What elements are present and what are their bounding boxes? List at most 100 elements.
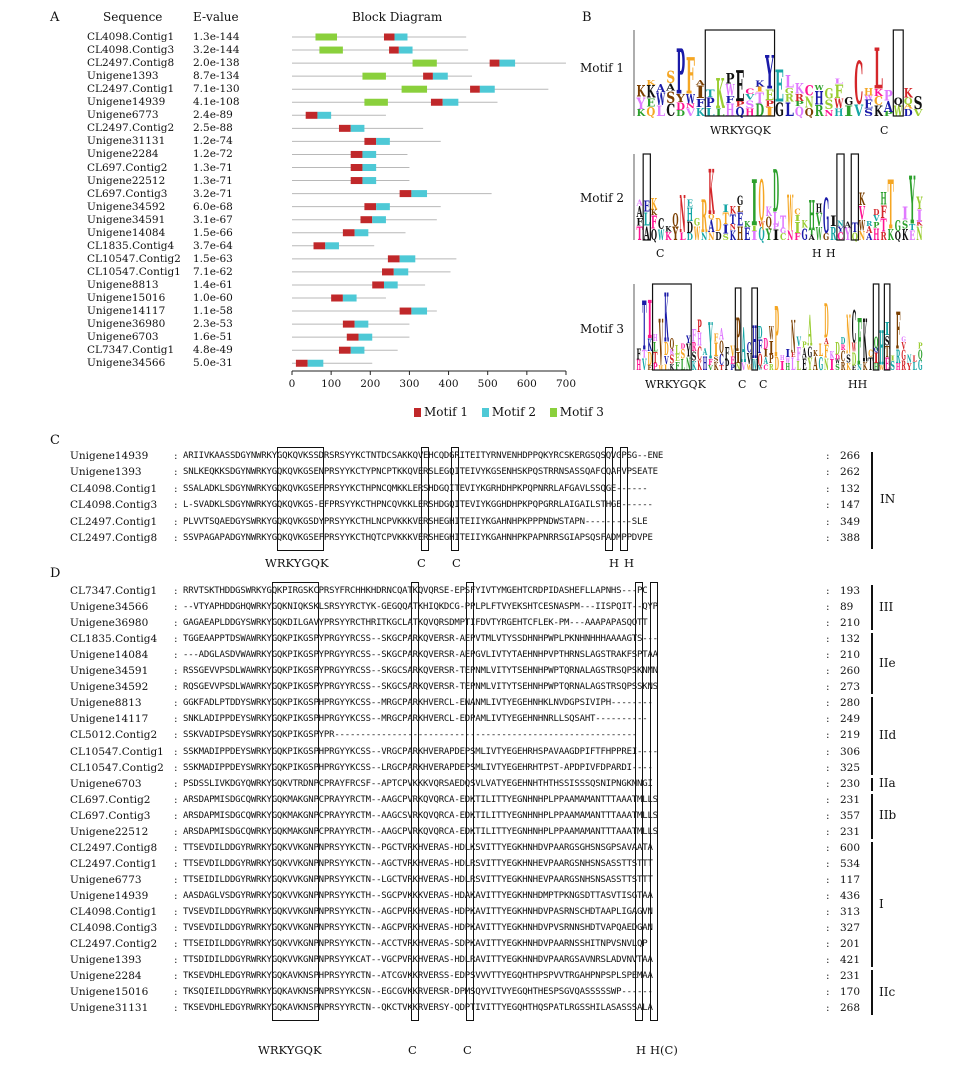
separator: : xyxy=(174,986,178,999)
logo-letter: S xyxy=(885,334,890,350)
logo-letter: W xyxy=(816,224,823,244)
logo-letter: F xyxy=(725,343,730,363)
motif-block xyxy=(350,124,365,132)
separator: : xyxy=(826,922,830,935)
evalue: 4.1e-108 xyxy=(193,96,240,109)
residue-count: 534 xyxy=(840,857,861,870)
separator: : xyxy=(174,745,178,758)
evalue: 7.1e-130 xyxy=(193,83,240,96)
alignment-sequence: ARSDAPMISDGCQWRKYGQKMAKGNPCPRAYYRCTM--AA… xyxy=(183,794,658,805)
logo-letter: F xyxy=(824,343,829,363)
logo-letter: N xyxy=(686,355,691,374)
logo-letter: E xyxy=(737,210,743,230)
logo-letter: N xyxy=(907,353,912,366)
logo-letter: D xyxy=(835,339,840,359)
evalue: 1.5e-63 xyxy=(193,252,233,265)
separator: : xyxy=(826,793,830,806)
evalue: 2.3e-53 xyxy=(193,318,233,331)
logo-letter: V xyxy=(642,355,647,374)
motif-block xyxy=(360,216,373,224)
alignment-sequence: GAGAEAPLDDGYSWRKYGQKDILGAVYPRSYYRCTHRITK… xyxy=(183,618,648,629)
logo-highlight-box xyxy=(892,29,904,117)
logo-letter: R xyxy=(841,343,846,352)
logo-letter: N xyxy=(824,355,829,374)
logo-letter: S xyxy=(681,348,686,363)
logo-letter: L xyxy=(874,38,883,103)
logo-letter: W xyxy=(859,219,866,235)
logo-letter: I xyxy=(751,229,757,243)
motif-block xyxy=(350,164,363,171)
logo-letter: L xyxy=(653,340,658,355)
logo-letter: V xyxy=(744,93,755,102)
separator: : xyxy=(174,922,178,935)
logo-letter: S xyxy=(723,232,729,242)
evalue: 1.6e-51 xyxy=(193,331,233,344)
legend-label: Motif 1 xyxy=(424,405,469,419)
logo-letter: A xyxy=(813,354,818,374)
logo-letter: K xyxy=(646,80,656,87)
logo-letter: K xyxy=(692,358,697,373)
separator: : xyxy=(826,841,830,854)
logo-letter: D xyxy=(648,349,653,370)
logo-letter: H xyxy=(697,330,702,351)
sequence-name: Unigene34592 xyxy=(87,200,166,213)
motif-block xyxy=(387,255,400,263)
x-tick-label: 200 xyxy=(360,378,380,390)
logo-letter: G xyxy=(825,87,834,103)
sequence-name: Unigene14084 xyxy=(87,226,166,239)
logo-letter: C xyxy=(874,94,883,108)
logo-letter: I xyxy=(844,104,853,120)
separator: : xyxy=(174,889,178,902)
motif-block xyxy=(364,98,388,106)
evalue: 1.3e-71 xyxy=(193,174,233,187)
logo-letter: N xyxy=(859,229,865,243)
logo-letter: H xyxy=(703,353,708,374)
logo-letter: C xyxy=(658,215,664,233)
logo-letter: W xyxy=(835,358,840,365)
logo-letter: K xyxy=(859,190,865,209)
motif-block xyxy=(430,98,443,106)
residue-count: 436 xyxy=(840,889,861,902)
sequence-name: Unigene1393 xyxy=(87,70,159,83)
logo-letter: Y xyxy=(708,312,713,371)
block-diagram: 0 100 200 300 400 500 600 700 xyxy=(289,33,576,390)
group-bracket xyxy=(871,793,873,839)
logo-letter: I xyxy=(714,339,719,361)
separator: : xyxy=(174,970,178,983)
sequence-name: CL2497.Contig2 xyxy=(87,122,175,135)
logo-letter: S xyxy=(692,348,697,363)
logo-letter: C xyxy=(763,363,768,372)
motif-3-annotation-c1: C xyxy=(738,378,747,391)
alignment-sequence: ARSDAPMISDGCQWRKYGQKMAKGNPCPRAYYRCTM--AA… xyxy=(183,810,658,821)
separator: : xyxy=(174,713,178,726)
logo-letter: I xyxy=(763,349,768,360)
logo-letter: F xyxy=(675,359,680,373)
logo-letter: K xyxy=(755,80,765,90)
alignment-sequence: TVSEVDILDDGYRWRKYGQKVVKGNPNPRSYYKCTN--AG… xyxy=(183,907,653,917)
logo-letter: T xyxy=(809,229,816,236)
logo-letter: K xyxy=(696,105,706,119)
logo-letter: P xyxy=(884,111,894,118)
logo-letter: F xyxy=(726,95,735,106)
logo-letter: P xyxy=(884,89,893,105)
logo-letter: A xyxy=(902,104,913,111)
logo-letter: R xyxy=(785,92,794,104)
logo-letter: Y xyxy=(844,225,851,244)
separator: : xyxy=(826,713,830,726)
logo-letter: W xyxy=(658,365,664,372)
motif-block xyxy=(307,359,324,367)
alignment-sequence: GGKFADLPTDDYSWRKYGQKPIKGSPHPRGYYKCSS--MR… xyxy=(183,698,653,709)
x-tick-label: 100 xyxy=(321,378,341,390)
logo-letter: H xyxy=(809,191,815,240)
logo-letter: K xyxy=(664,282,669,358)
logo-highlight-box xyxy=(651,283,692,371)
legend-label: Motif 3 xyxy=(559,405,604,419)
separator: : xyxy=(174,499,178,512)
sequence-name: CL4098.Contig3 xyxy=(87,44,175,57)
separator: : xyxy=(826,450,830,462)
logo-letter: S xyxy=(745,99,754,111)
separator: : xyxy=(174,857,178,870)
separator: : xyxy=(174,954,178,967)
logo-letter: S xyxy=(902,218,908,231)
c-annot-wrkygqk: WRKYGQK xyxy=(265,556,329,570)
